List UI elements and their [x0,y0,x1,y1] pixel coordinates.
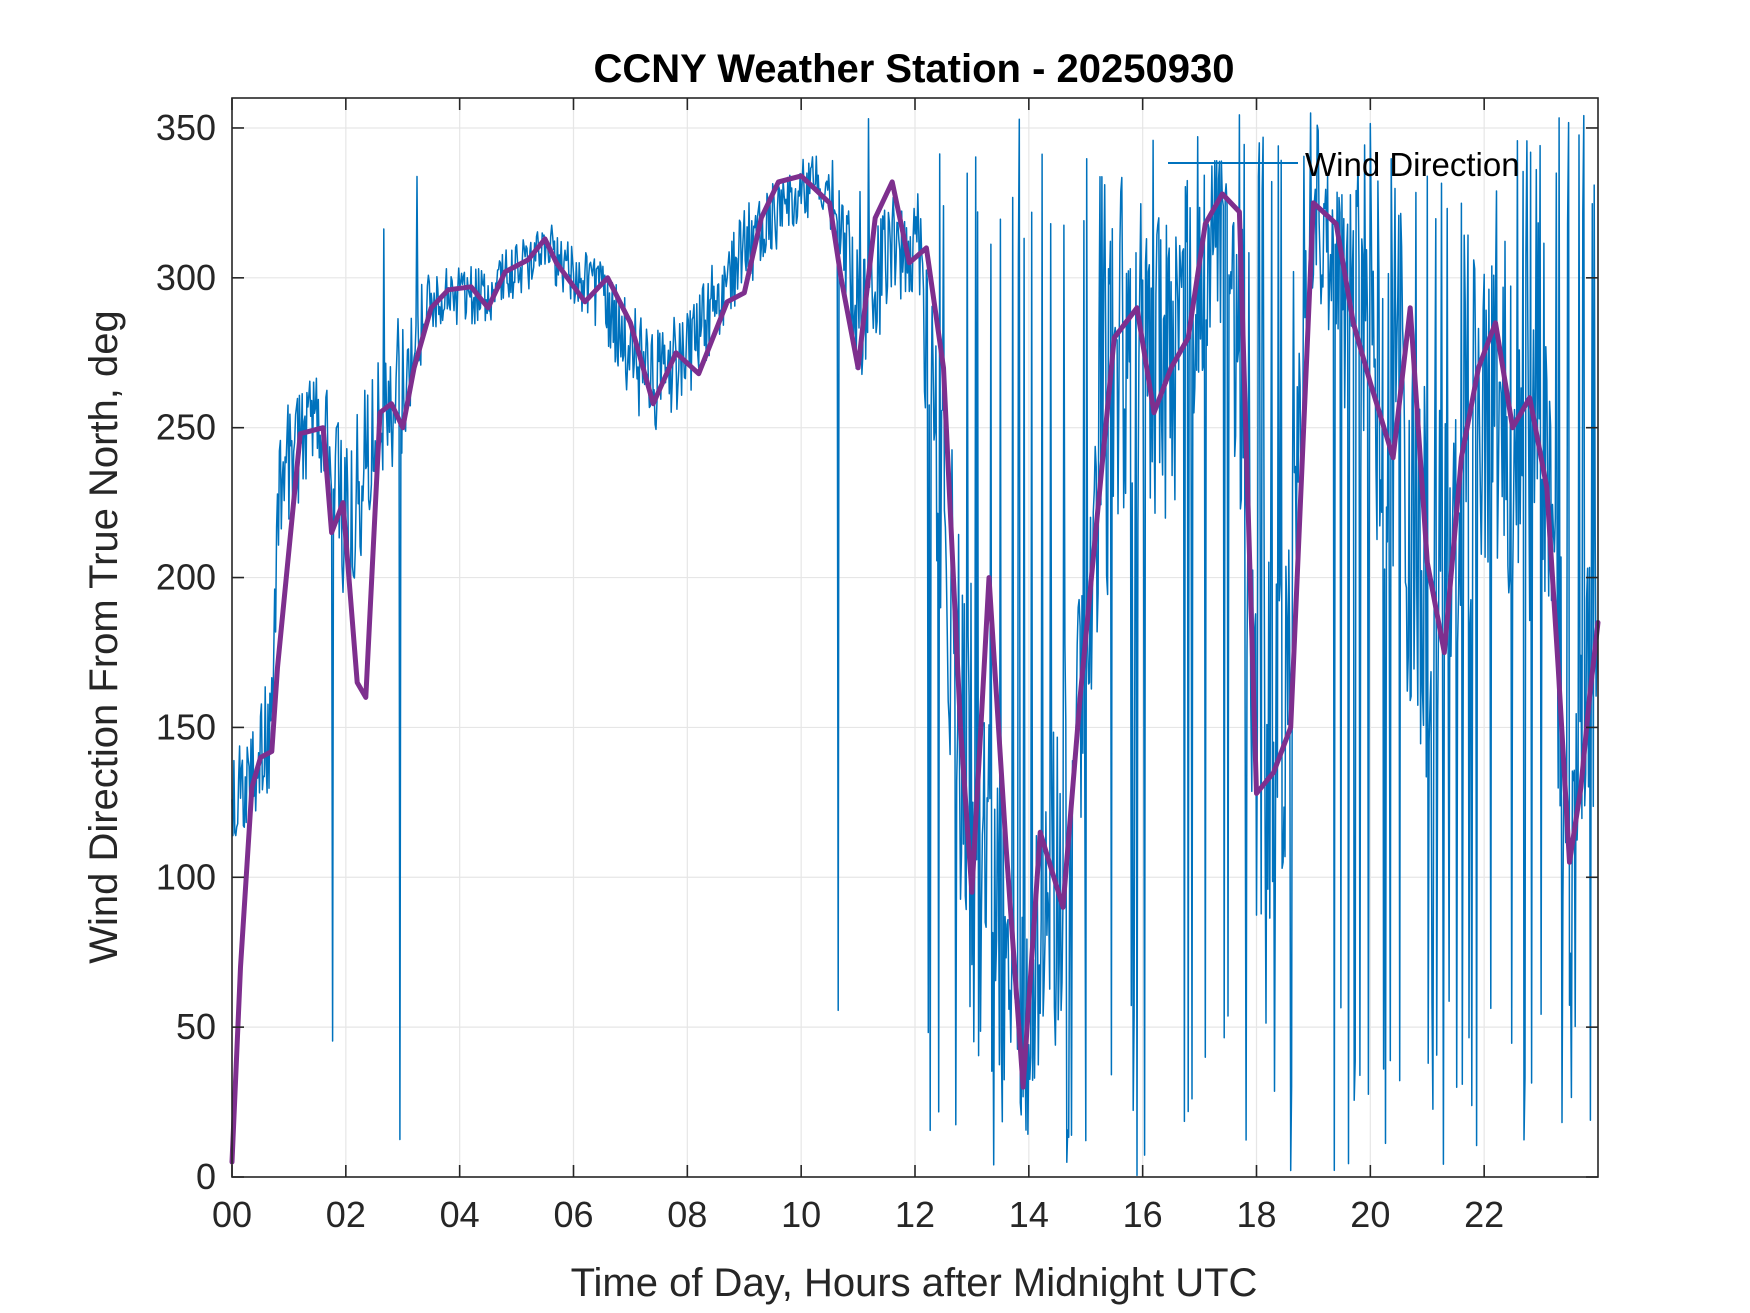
x-tick-label: 12 [895,1194,935,1235]
x-tick-labels: 00 02 04 06 08 10 12 14 16 18 20 22 [212,1194,1504,1235]
axis-ticks [231,98,1598,1178]
x-tick-label: 06 [553,1194,593,1235]
y-tick-label: 0 [196,1156,216,1197]
x-tick-label: 10 [781,1194,821,1235]
x-tick-label: 02 [326,1194,366,1235]
y-tick-label: 50 [176,1006,216,1047]
raw-wind-direction-line [231,112,1598,1177]
y-tick-label: 350 [156,107,216,148]
raw-series-group [231,112,1598,1177]
y-axis-label: Wind Direction From True North, deg [82,310,126,964]
legend: Wind Direction [1168,146,1520,183]
x-axis-label: Time of Day, Hours after Midnight UTC [571,1261,1258,1305]
y-tick-label: 200 [156,557,216,598]
x-tick-label: 18 [1236,1194,1276,1235]
smoothed-wind-direction-line [229,173,1601,1165]
x-tick-label: 04 [440,1194,480,1235]
chart-title: CCNY Weather Station - 20250930 [594,47,1235,91]
legend-label-wind-direction: Wind Direction [1305,146,1520,183]
y-tick-labels: 0 50 100 150 200 250 300 350 [156,107,216,1197]
x-tick-label: 00 [212,1194,252,1235]
y-tick-label: 100 [156,856,216,897]
smoothed-series-group [229,173,1601,1165]
y-tick-label: 250 [156,407,216,448]
x-tick-label: 14 [1009,1194,1049,1235]
y-tick-label: 300 [156,257,216,298]
x-tick-label: 20 [1350,1194,1390,1235]
x-tick-label: 22 [1464,1194,1504,1235]
y-tick-label: 150 [156,706,216,747]
x-tick-label: 08 [667,1194,707,1235]
x-tick-label: 16 [1123,1194,1163,1235]
